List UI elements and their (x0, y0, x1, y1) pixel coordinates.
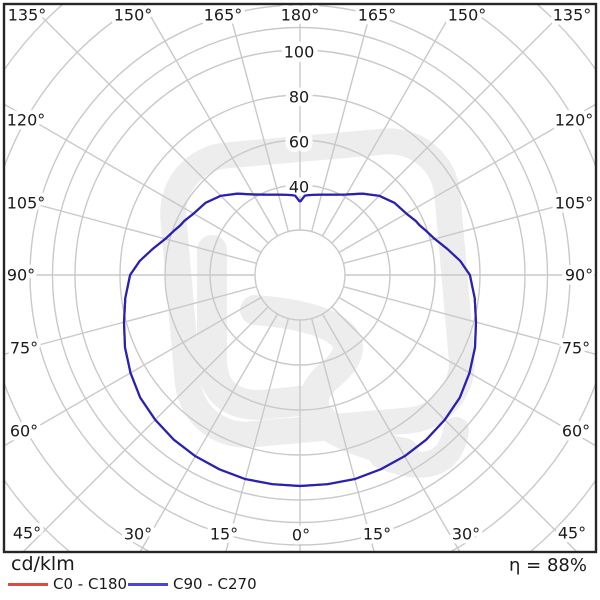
angle-label: 15° (363, 525, 391, 544)
angle-label: 45° (558, 524, 586, 543)
angle-label: 165° (204, 6, 243, 25)
angle-label: 60° (562, 422, 590, 441)
radial-tick-label: 100 (284, 43, 315, 62)
series-curves (122, 192, 478, 488)
angle-label: 0° (292, 526, 310, 545)
angle-label: 165° (358, 6, 397, 25)
angle-label: 60° (10, 422, 38, 441)
angle-label: 105° (7, 194, 46, 213)
angle-label: 15° (210, 525, 238, 544)
legend-line-c90-c270 (128, 583, 168, 586)
angle-label: 135° (553, 6, 592, 25)
angle-label: 30° (452, 525, 480, 544)
angle-label: 150° (114, 6, 153, 25)
angle-label: 45° (13, 524, 41, 543)
legend-label-c90-c270: C90 - C270 (173, 575, 257, 593)
angle-labels: 0° 15° 15° 30° 30° 45° 45° 60° 60° 75° 75° 90° 90° 10… (3, 2, 598, 549)
angle-label: 30° (124, 525, 152, 544)
angle-label: 120° (7, 111, 46, 130)
chart-frame (2, 2, 598, 554)
units-label: cd/klm (11, 553, 75, 575)
angle-label: 180° (281, 6, 320, 25)
angle-label: 120° (555, 111, 594, 130)
angle-label: 75° (562, 339, 590, 358)
angle-label: 90° (565, 266, 593, 285)
legend-line-c0-c180 (8, 583, 48, 586)
series-c90-c270 (122, 192, 478, 488)
angle-label: 90° (7, 266, 35, 285)
angle-label: 105° (555, 194, 594, 213)
radial-tick-label: 80 (289, 88, 309, 107)
radial-tick-label: 40 (289, 178, 309, 197)
angle-label: 135° (8, 6, 47, 25)
radial-tick-label: 60 (289, 133, 309, 152)
efficiency-label: η = 88% (509, 555, 587, 576)
radial-tick-labels: 40 60 80 100 (279, 38, 319, 201)
angle-label: 150° (448, 6, 487, 25)
legend-label-c0-c180: C0 - C180 (53, 575, 128, 593)
legend: C0 - C180 C90 - C270 (0, 575, 600, 597)
angle-label: 75° (10, 339, 38, 358)
